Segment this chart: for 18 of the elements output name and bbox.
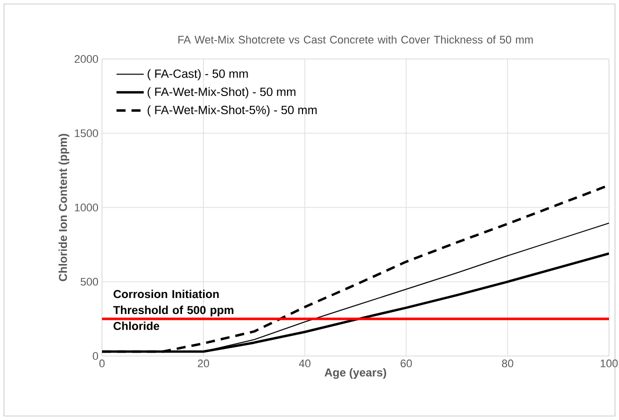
legend-label: ( FA-Cast) - 50 mm xyxy=(148,69,248,80)
y-tick-label: 500 xyxy=(80,278,98,286)
x-tick-label: 40 xyxy=(298,360,310,368)
legend-label: ( FA-Wet-Mix-Shot) - 50 mm xyxy=(148,87,296,98)
x-tick-label: 60 xyxy=(400,360,412,368)
y-tick-label: 1500 xyxy=(74,129,98,138)
y-tick-label: 1000 xyxy=(74,204,98,212)
x-axis-title: Age (years) xyxy=(324,368,386,379)
chart-title: FA Wet-Mix Shotcrete vs Cast Concrete with Cover Thickness of 50 mm xyxy=(178,36,533,44)
legend-label: ( FA-Wet-Mix-Shot-5%) - 50 mm xyxy=(148,105,317,117)
x-tick-label: 0 xyxy=(99,360,105,368)
y-tick-label: 2000 xyxy=(74,55,98,63)
x-tick-label: 20 xyxy=(198,360,210,368)
x-tick-label: 100 xyxy=(600,360,618,368)
y-axis-title: Chloride Ion Content (ppm) xyxy=(58,134,70,282)
ref-line-label: Corrosion Initiation Threshold of 500 ppm Chloride xyxy=(113,290,234,330)
x-tick-label: 80 xyxy=(502,360,514,368)
y-tick-label: 0 xyxy=(92,352,98,360)
